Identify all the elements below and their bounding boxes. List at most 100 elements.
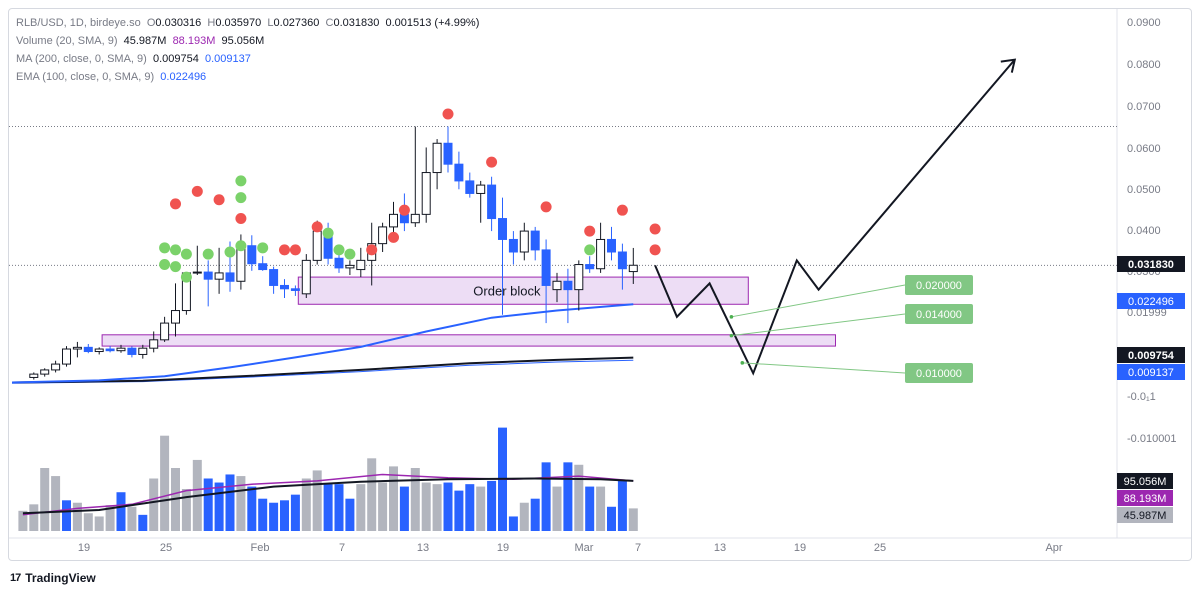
buy-signal-dot xyxy=(322,227,334,239)
volume-sma-slow-line xyxy=(22,477,634,515)
sell-signal-dot xyxy=(311,221,323,233)
candles[interactable] xyxy=(29,126,638,380)
candle xyxy=(290,285,300,296)
candle-body xyxy=(345,264,355,269)
candle-body xyxy=(116,347,126,352)
volume-bar xyxy=(301,478,311,531)
sell-signal-dot xyxy=(649,244,661,256)
volume-bar xyxy=(236,476,246,531)
order-block-zone xyxy=(101,334,837,347)
candle-body xyxy=(498,218,507,240)
sell-signal-dot xyxy=(191,185,203,197)
price-axis[interactable]: 0.0900 0.0800 0.0700 0.0600 0.0500 0.0400 0.03… xyxy=(1127,17,1177,445)
buy-signal-dot xyxy=(170,261,181,273)
candle xyxy=(72,341,82,358)
price-tick-label: 0.0800 xyxy=(1127,59,1161,71)
volume-bar xyxy=(225,474,235,531)
candle-body xyxy=(389,213,398,228)
candle-body xyxy=(83,346,93,353)
moving-averages xyxy=(11,303,634,384)
volume-bar xyxy=(443,482,453,531)
candle-body xyxy=(247,245,257,265)
candle-body xyxy=(574,264,584,291)
candle-body xyxy=(192,271,202,274)
volume-bar xyxy=(280,500,289,531)
candle-body xyxy=(487,184,497,220)
buy-signal-dot xyxy=(235,192,247,204)
time-tick-label: 13 xyxy=(417,542,429,554)
tradingview-logo-icon: 17 xyxy=(10,572,21,584)
candle-body xyxy=(127,347,137,355)
volume-bar xyxy=(345,498,355,531)
time-tick-label: 19 xyxy=(497,542,509,554)
low-value: 0.027360 xyxy=(273,17,320,29)
price-tag-text: 0.009754 xyxy=(1128,350,1175,362)
legend-volume-row[interactable]: Volume (20, SMA, 9) 45.987M 88.193M 95.0… xyxy=(16,32,479,50)
candle-body xyxy=(443,142,453,165)
volume-value-1: 45.987M xyxy=(123,35,167,47)
volume-bar xyxy=(149,478,159,531)
candle xyxy=(378,222,388,252)
candle-body xyxy=(563,280,573,291)
sell-signal-dot xyxy=(388,231,399,243)
buy-signal-dot xyxy=(333,244,345,256)
volume-bar xyxy=(617,480,627,531)
sell-signal-dot xyxy=(442,108,454,120)
price-tag-text: 0.031830 xyxy=(1128,259,1174,271)
price-tag-box xyxy=(1117,347,1185,363)
time-tick-label: Feb xyxy=(251,542,270,554)
open-label: O xyxy=(146,17,156,29)
price-tick-label: 0.0600 xyxy=(1127,143,1161,155)
candle xyxy=(280,279,289,298)
close-label: C xyxy=(325,17,334,29)
candle-body xyxy=(585,264,595,270)
volume-bar xyxy=(181,489,191,531)
candle-body xyxy=(432,142,442,174)
candle xyxy=(51,360,61,373)
price-tick-label: -0.0₁1 xyxy=(1127,391,1156,403)
candle-body xyxy=(280,284,289,290)
candle-body xyxy=(421,172,431,215)
candle-body xyxy=(51,363,61,371)
volume-bar xyxy=(40,468,50,531)
price-tick-label: 0.0700 xyxy=(1127,101,1161,113)
time-tick-label: 19 xyxy=(794,542,806,554)
symbol-label[interactable]: RLB/USD, 1D, birdeye.so xyxy=(16,17,141,29)
volume-bar xyxy=(323,484,333,531)
candle-body xyxy=(628,264,638,273)
candle xyxy=(432,139,442,190)
volume-bar xyxy=(334,484,344,531)
candle xyxy=(258,256,268,271)
volume-bar xyxy=(508,516,518,531)
candle-body xyxy=(149,339,159,349)
open-value: 0.030316 xyxy=(155,17,202,29)
buy-signal-dot xyxy=(180,271,192,283)
legend-ema-row[interactable]: EMA (100, close, 0, SMA, 9) 0.022496 xyxy=(16,68,479,86)
volume-bar xyxy=(83,513,93,531)
buy-signal-dot xyxy=(159,242,171,254)
ema-100-line xyxy=(11,303,634,384)
time-axis[interactable]: 19 25 Feb 7 13 19 Mar 7 13 19 25 Apr xyxy=(78,542,1063,554)
close-value: 0.031830 xyxy=(333,17,380,29)
volume-bar xyxy=(552,486,562,531)
footer-brand[interactable]: 17 TradingView xyxy=(10,568,96,588)
legend-ma-row[interactable]: MA (200, close, 0, SMA, 9) 0.009754 0.00… xyxy=(16,50,479,68)
arrowhead-icon xyxy=(1000,58,1017,73)
candle xyxy=(508,231,518,265)
candle xyxy=(574,260,584,311)
volume-value-2: 88.193M xyxy=(172,35,216,47)
buy-signal-dot xyxy=(202,248,214,260)
buy-signal-dot xyxy=(235,175,247,187)
time-tick-label: 19 xyxy=(78,542,90,554)
price-tick-label: 0.01999 xyxy=(1127,307,1167,319)
candle-body xyxy=(617,251,627,270)
volume-bar xyxy=(138,514,148,531)
volume-bar xyxy=(18,510,28,531)
sell-signal-dot xyxy=(398,204,410,216)
candle xyxy=(94,347,104,355)
volume-bar xyxy=(519,502,529,531)
candle xyxy=(498,197,507,315)
candle-body xyxy=(410,213,420,224)
target-anchor-dot xyxy=(740,361,745,365)
